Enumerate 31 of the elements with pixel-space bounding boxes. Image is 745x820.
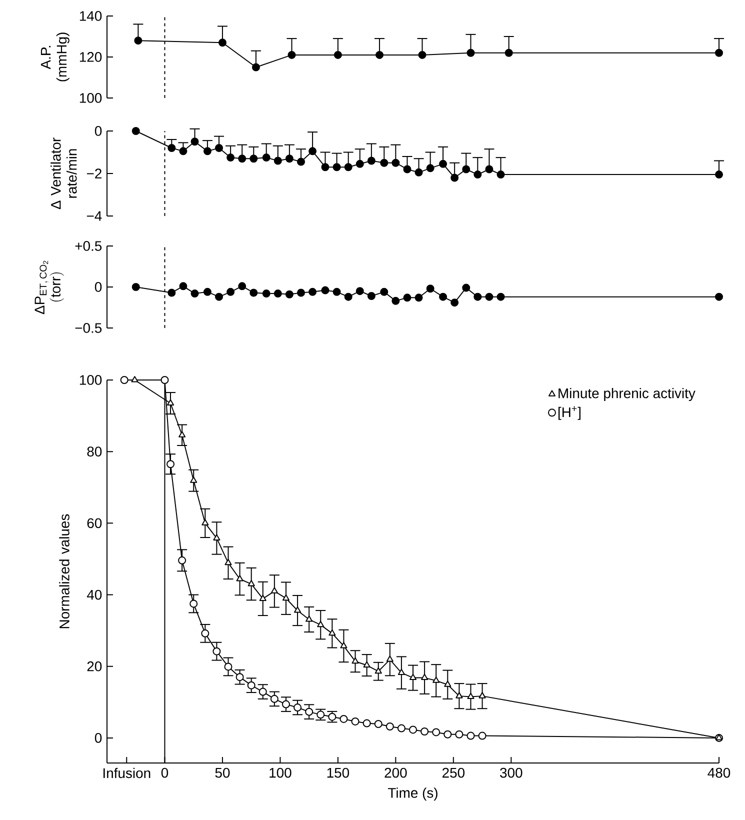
x-tick-label: 300 (500, 768, 522, 778)
y-tick-label: 100 (80, 93, 102, 103)
y-tick-label: 0 (94, 126, 102, 136)
x-tick-label: 200 (384, 768, 407, 778)
y-axis-title: Δ Ventilator rate/min (50, 138, 77, 210)
x-tick-label: 0 (161, 768, 168, 778)
x-tick-label: 150 (327, 768, 350, 778)
y-tick-label: 80 (87, 446, 102, 457)
x-axis-title: Time (s) (388, 788, 438, 801)
y-tick-label: 40 (86, 590, 102, 600)
x-tick-label: 100 (270, 768, 292, 778)
x-tick-label: 480 (708, 768, 730, 778)
y-axis-title: $\begin{array}{c}\mathrm{ΔP_{ET,\,CO_{2}}}\\ \mathrm{(torr)}\end{array}$ (34, 260, 64, 314)
y-tick-label: 0 (94, 282, 102, 292)
y-tick-label: −2 (86, 168, 102, 178)
y-axis-title: A.P. (mmHg) (40, 32, 70, 82)
y-tick-label: −4 (86, 211, 102, 221)
legend-label: [H$^{+}$] (558, 406, 580, 420)
y-tick-label: −0.5 (75, 323, 102, 333)
y-axis-title: Normalized values (59, 514, 70, 628)
y-tick-label: 100 (80, 375, 102, 385)
y-tick-label: +0.5 (75, 241, 102, 251)
x-tick-label: Infusion (103, 768, 150, 778)
x-tick-label: 50 (215, 768, 230, 778)
legend-label: Minute phrenic activity (558, 388, 696, 402)
y-tick-label: 0 (94, 732, 102, 743)
y-tick-label: 60 (87, 518, 102, 528)
y-tick-label: 20 (87, 661, 102, 672)
y-tick-label: 140 (80, 11, 102, 21)
x-tick-label: 250 (442, 768, 465, 778)
y-tick-label: 120 (80, 52, 102, 62)
